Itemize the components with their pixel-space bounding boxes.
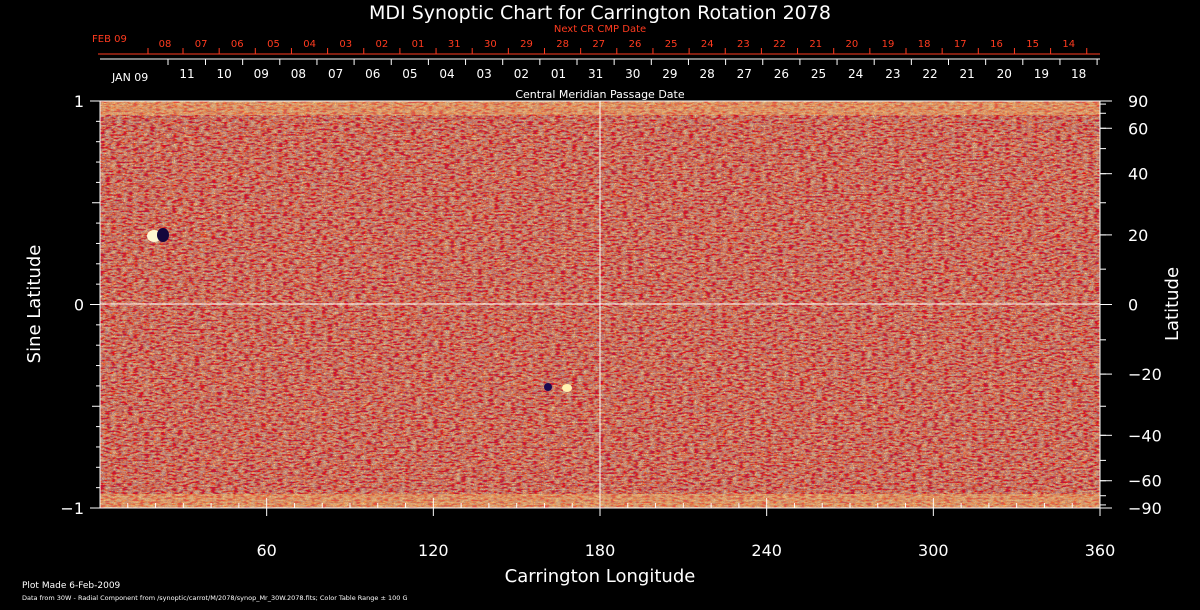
cmp-date: 08 [291, 67, 306, 81]
x-tick-label: 60 [256, 541, 276, 560]
next-cr-date: 06 [231, 39, 244, 50]
next-cr-start-label: FEB 09 [92, 34, 127, 45]
next-cr-date: 31 [448, 39, 461, 50]
y-left-tick-label: 0 [74, 296, 84, 315]
y-left-tick-label: 1 [74, 92, 84, 111]
cmp-date-label: Central Meridian Passage Date [515, 88, 684, 101]
cmp-start-label: JAN 09 [111, 71, 148, 84]
cmp-date: 20 [997, 67, 1012, 81]
next-cr-date: 24 [701, 39, 714, 50]
cmp-date: 02 [514, 67, 529, 81]
plot-made-text: Plot Made 6-Feb-2009 [22, 581, 121, 591]
next-cr-date: 15 [1026, 39, 1039, 50]
data-source-text: Data from 30W - Radial Component from /s… [22, 594, 408, 602]
cmp-date: 09 [254, 67, 269, 81]
y-right-tick-label: 20 [1128, 226, 1148, 245]
next-cr-date: 26 [629, 39, 642, 50]
top-date-axes: FEB 09 JAN 09 08 07 06 05 04 03 02 01 31 30 29 28 27… [92, 34, 1100, 84]
next-cr-date: 23 [737, 39, 750, 50]
cmp-date: 29 [662, 67, 677, 81]
cmp-date: 01 [551, 67, 566, 81]
cmp-date: 24 [848, 67, 863, 81]
next-cr-date: 03 [339, 39, 352, 50]
cmp-date: 10 [217, 67, 232, 81]
cmp-date: 30 [625, 67, 640, 81]
y-axis-label-left: Sine Latitude [24, 245, 45, 364]
next-cr-date: 01 [412, 39, 425, 50]
cmp-date: 05 [402, 67, 417, 81]
next-cr-date: 22 [773, 39, 786, 50]
y-axis-left: 1 0 −1 [60, 92, 100, 518]
cmp-date: 07 [328, 67, 343, 81]
x-tick-label: 300 [918, 541, 949, 560]
y-left-tick-label: −1 [60, 499, 84, 518]
y-right-tick-label: 60 [1128, 119, 1148, 138]
next-cr-date: 25 [665, 39, 678, 50]
next-cr-date: 30 [484, 39, 497, 50]
next-cr-date: 07 [195, 39, 208, 50]
next-cr-date: 21 [809, 39, 822, 50]
next-cr-label: Next CR CMP Date [554, 24, 646, 35]
next-cr-date: 28 [556, 39, 569, 50]
y-right-tick-label: −20 [1128, 365, 1162, 384]
next-cr-date: 17 [954, 39, 967, 50]
next-cr-date: 20 [845, 39, 858, 50]
x-tick-label: 240 [751, 541, 782, 560]
y-right-tick-label: 40 [1128, 165, 1148, 184]
cmp-date: 18 [1071, 67, 1086, 81]
x-axis: 60 120 180 240 300 360 [127, 498, 1116, 560]
cmp-date: 19 [1034, 67, 1049, 81]
cmp-date: 21 [960, 67, 975, 81]
active-region-north [147, 228, 169, 242]
y-right-tick-label: 90 [1128, 92, 1148, 111]
next-cr-date: 02 [376, 39, 389, 50]
cmp-date: 28 [699, 67, 714, 81]
y-right-tick-label: −90 [1128, 499, 1162, 518]
cmp-date: 23 [885, 67, 900, 81]
cmp-date: 11 [179, 67, 194, 81]
next-cr-date: 08 [159, 39, 172, 50]
next-cr-date: 05 [267, 39, 280, 50]
y-right-tick-label: −60 [1128, 472, 1162, 491]
y-right-tick-label: −40 [1128, 426, 1162, 445]
cmp-date: 22 [922, 67, 937, 81]
next-cr-date: 29 [520, 39, 533, 50]
next-cr-date: 16 [990, 39, 1003, 50]
x-axis-label: Carrington Longitude [505, 566, 696, 587]
active-region-south [544, 383, 572, 392]
next-cr-date: 14 [1062, 39, 1075, 50]
x-tick-label: 360 [1085, 541, 1116, 560]
cmp-date: 04 [439, 67, 454, 81]
x-tick-label: 120 [418, 541, 449, 560]
next-cr-date: 19 [882, 39, 895, 50]
y-axis-label-right: Latitude [1162, 267, 1183, 341]
cmp-date: 31 [588, 67, 603, 81]
cmp-date: 06 [365, 67, 380, 81]
next-cr-date: 04 [303, 39, 316, 50]
cmp-date: 03 [477, 67, 492, 81]
next-cr-date: 18 [918, 39, 931, 50]
cmp-date: 25 [811, 67, 826, 81]
next-cr-date: 27 [592, 39, 605, 50]
magnetogram-map [99, 100, 1101, 509]
cmp-date: 26 [774, 67, 789, 81]
y-axis-right: 90 60 40 20 0 −20 −40 −60 −90 [1100, 92, 1162, 518]
chart-title: MDI Synoptic Chart for Carrington Rotati… [369, 2, 831, 24]
y-right-tick-label: 0 [1128, 296, 1138, 315]
cmp-date: 27 [737, 67, 752, 81]
x-tick-label: 180 [585, 541, 616, 560]
